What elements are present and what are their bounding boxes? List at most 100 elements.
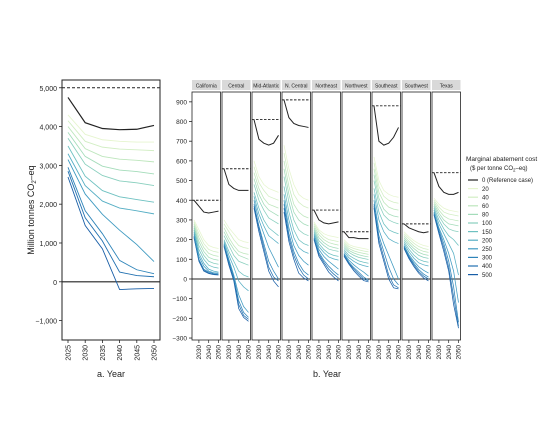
- y-tick-label: −300: [172, 336, 187, 343]
- facet-strip: [222, 80, 251, 90]
- x-tick-label: 2040: [266, 345, 273, 360]
- x-tick-label: 2030: [196, 345, 203, 360]
- series-line: [67, 126, 155, 163]
- series-line: [283, 160, 309, 219]
- facet-label: Texas: [440, 83, 454, 89]
- series-line: [283, 194, 309, 254]
- series-line: [253, 200, 279, 268]
- x-tick-label: 2030: [436, 345, 443, 360]
- x-tick-label: 2030: [406, 345, 413, 360]
- series-line: [373, 200, 399, 280]
- series-line: [253, 206, 279, 282]
- y-axis-title-part: Million tonnes CO: [26, 184, 36, 255]
- facet-n-central: N. Central 2030 2040 2050: [281, 80, 313, 360]
- y-tick-label: 800: [176, 119, 187, 126]
- series-line: [67, 159, 155, 262]
- series-line: [373, 174, 399, 218]
- x-tick-label: 2030: [226, 345, 233, 360]
- x-tick-label: 2050: [366, 345, 373, 360]
- facet-frame: [341, 91, 371, 341]
- facet-strip: [372, 80, 401, 90]
- series-line: [253, 184, 279, 225]
- y-tick-label: −100: [172, 296, 187, 303]
- facet-label: California: [196, 83, 217, 89]
- series-line: [343, 243, 369, 255]
- facet-frame: [281, 91, 311, 341]
- y-tick-label: 1,000: [39, 241, 57, 248]
- x-tick-label: 2050: [216, 345, 223, 360]
- series-line: [253, 196, 279, 244]
- legend-entry-label: 80: [482, 213, 489, 219]
- series-line: [433, 198, 459, 213]
- facet-northeast: Northeast 2030 2040 2050: [311, 80, 343, 360]
- x-tick-label: 2050: [336, 345, 343, 360]
- legend-subtitle-subscript: 2: [513, 168, 516, 173]
- series-line: [343, 251, 369, 268]
- series-line: [403, 223, 429, 234]
- x-tick-label: 2050: [396, 345, 403, 360]
- series-line: [433, 202, 459, 222]
- series-line: [283, 168, 309, 227]
- y-axis-title-subscript: 2: [32, 180, 38, 184]
- x-tick-label: 2050: [456, 345, 463, 360]
- x-tick-label: 2030: [83, 345, 90, 361]
- series-line: [403, 237, 429, 256]
- x-tick-label: 2025: [66, 345, 73, 361]
- legend-subtitle-part: ($ per tonne CO: [470, 166, 513, 172]
- series-line: [313, 237, 339, 276]
- series-line: [403, 248, 429, 282]
- x-tick-label: 2040: [386, 345, 393, 360]
- x-tick-label: 2050: [306, 345, 313, 360]
- legend-entry-label: 400: [482, 264, 493, 270]
- x-tick-label: 2040: [446, 345, 453, 360]
- panel-a-frame: [61, 79, 161, 341]
- y-tick-label: 0: [53, 280, 57, 287]
- y-tick-label: 300: [176, 217, 187, 224]
- series-line: [253, 119, 279, 146]
- y-tick-label: −200: [172, 316, 187, 323]
- facet-northwest: Northwest 2030 2040 2050: [341, 80, 373, 360]
- y-tick-label: 500: [176, 178, 187, 185]
- series-line: [373, 204, 399, 286]
- x-tick-label: 2050: [246, 345, 253, 360]
- series-line: [223, 235, 249, 266]
- legend-entry-label: 150: [482, 230, 493, 236]
- series-line: [373, 194, 399, 244]
- series-line: [313, 229, 339, 252]
- facet-southeast: Southeast 2030 2040 2050: [371, 80, 403, 360]
- series-line: [403, 243, 429, 267]
- x-tick-label: 2030: [256, 345, 263, 360]
- x-tick-label: 2040: [416, 345, 423, 360]
- series-line: [67, 171, 155, 278]
- series-line: [433, 200, 459, 217]
- facet-frame: [371, 91, 401, 341]
- facet-frame: [251, 91, 281, 341]
- series-line: [253, 172, 279, 209]
- x-tick-label: 2040: [296, 345, 303, 360]
- series-line: [253, 178, 279, 217]
- series-line: [283, 176, 309, 237]
- legend-entry-label: 60: [482, 204, 489, 210]
- series-line: [343, 239, 369, 250]
- series-line: [283, 211, 309, 282]
- series-line: [433, 212, 459, 323]
- x-tick-label: 2040: [326, 345, 333, 360]
- series-line: [373, 188, 399, 235]
- series-line: [373, 162, 399, 204]
- facet-frame: [191, 91, 221, 341]
- series-line: [403, 233, 429, 250]
- series-line: [343, 249, 369, 264]
- series-line: [283, 186, 309, 246]
- series-line: [313, 235, 339, 270]
- panel-b: 900 800 700 600 500 400 300 200 100 0 −100 −200 −300…: [172, 80, 463, 379]
- x-axis-title: b. Year: [313, 369, 341, 379]
- series-line: [253, 204, 279, 280]
- y-tick-label: 200: [176, 237, 187, 244]
- legend-entry-label: 250: [482, 247, 493, 253]
- facet-mid-atlantic: Mid-Atlantic 2030 2040 2050: [251, 80, 283, 360]
- y-tick-label: −1,000: [35, 319, 57, 326]
- facet-label: Mid-Atlantic: [253, 83, 280, 89]
- series-line: [283, 99, 309, 128]
- x-axis-title: a. Year: [97, 369, 125, 379]
- series-line: [223, 246, 249, 322]
